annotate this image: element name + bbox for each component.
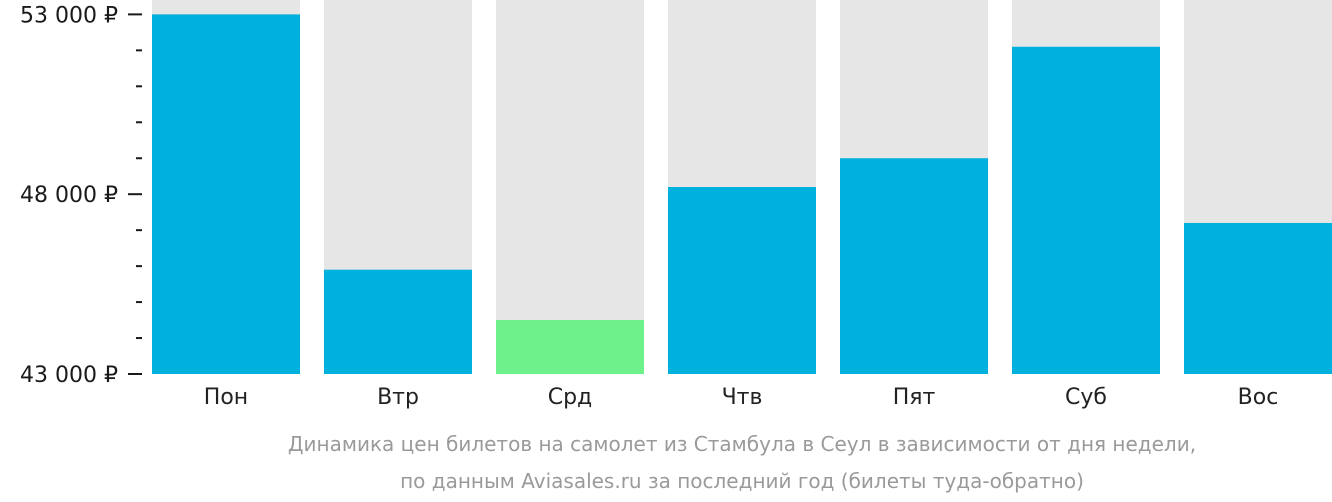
bar-track-2 bbox=[496, 0, 644, 374]
x-tick-label-2: Срд bbox=[548, 385, 593, 410]
bar-4 bbox=[840, 158, 988, 374]
bar-3 bbox=[668, 187, 816, 374]
bar-1 bbox=[324, 269, 472, 374]
x-axis: Пон Втр Срд Чтв Пят Суб Вос bbox=[204, 385, 1279, 410]
caption-line-2: по данным Aviasales.ru за последний год … bbox=[400, 469, 1084, 493]
bar-2 bbox=[496, 320, 644, 374]
y-axis: 53 000 ₽ 48 000 ₽ 43 000 ₽ bbox=[20, 3, 142, 388]
x-tick-label-3: Чтв bbox=[722, 385, 763, 410]
y-tick-label-0: 53 000 ₽ bbox=[20, 3, 118, 28]
bars bbox=[152, 14, 1332, 375]
chart-caption: Динамика цен билетов на самолет из Стамб… bbox=[288, 432, 1196, 493]
x-tick-label-0: Пон bbox=[204, 385, 248, 410]
caption-line-1: Динамика цен билетов на самолет из Стамб… bbox=[288, 432, 1196, 456]
x-tick-label-1: Втр bbox=[377, 385, 419, 410]
bar-5 bbox=[1012, 46, 1160, 374]
y-tick-label-2: 43 000 ₽ bbox=[20, 363, 118, 388]
x-tick-label-6: Вос bbox=[1238, 385, 1279, 410]
x-tick-label-4: Пят bbox=[893, 385, 936, 410]
bar-6 bbox=[1184, 222, 1332, 374]
y-tick-label-1: 48 000 ₽ bbox=[20, 183, 118, 208]
bar-0 bbox=[152, 14, 300, 375]
x-tick-label-5: Суб bbox=[1065, 385, 1107, 410]
